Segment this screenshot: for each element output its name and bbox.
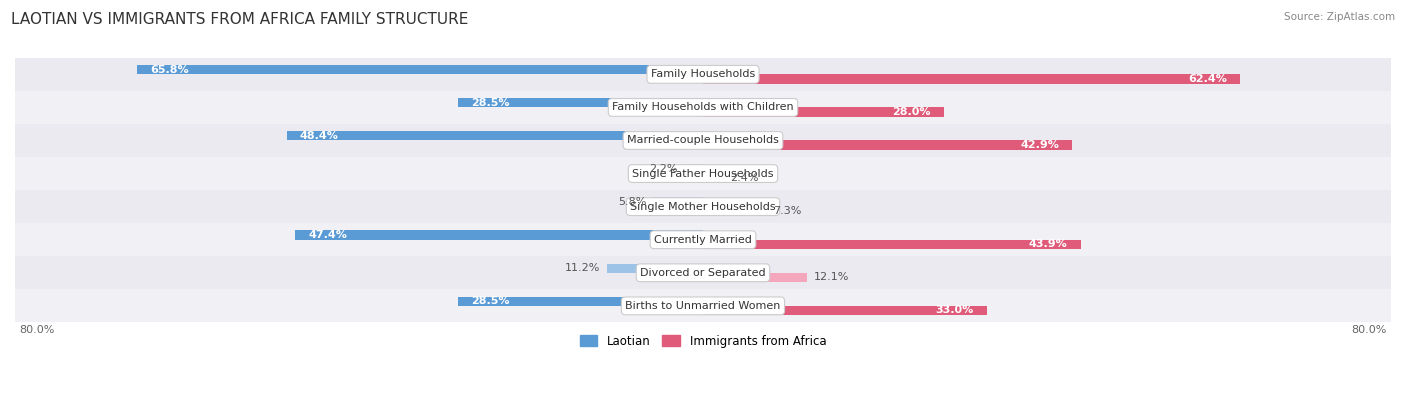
Bar — [703, 107, 943, 117]
Text: 28.5%: 28.5% — [471, 98, 509, 108]
Text: Currently Married: Currently Married — [654, 235, 752, 245]
Text: 2.4%: 2.4% — [731, 173, 759, 183]
Text: Family Households: Family Households — [651, 70, 755, 79]
Text: Married-couple Households: Married-couple Households — [627, 135, 779, 145]
Text: Source: ZipAtlas.com: Source: ZipAtlas.com — [1284, 12, 1395, 22]
Bar — [458, 98, 703, 107]
Text: Single Mother Households: Single Mother Households — [630, 201, 776, 212]
Text: 28.0%: 28.0% — [893, 107, 931, 117]
Bar — [685, 164, 703, 173]
Bar — [15, 289, 1391, 322]
Text: 80.0%: 80.0% — [20, 325, 55, 335]
Text: Family Households with Children: Family Households with Children — [612, 102, 794, 113]
Text: 2.2%: 2.2% — [648, 164, 678, 174]
Bar — [606, 263, 703, 273]
Text: 28.5%: 28.5% — [471, 296, 509, 306]
Text: Divorced or Separated: Divorced or Separated — [640, 268, 766, 278]
Text: 80.0%: 80.0% — [1351, 325, 1386, 335]
Text: 65.8%: 65.8% — [150, 65, 188, 75]
Bar — [703, 74, 1240, 84]
Bar — [703, 173, 724, 183]
Text: 48.4%: 48.4% — [299, 131, 339, 141]
Bar — [703, 306, 987, 315]
Bar — [138, 65, 703, 74]
Bar — [287, 131, 703, 141]
Text: Single Father Households: Single Father Households — [633, 169, 773, 179]
Bar — [15, 223, 1391, 256]
Bar — [703, 273, 807, 282]
Text: 7.3%: 7.3% — [773, 206, 801, 216]
Text: 12.1%: 12.1% — [814, 273, 849, 282]
Bar — [15, 256, 1391, 289]
Bar — [458, 297, 703, 306]
Text: 33.0%: 33.0% — [935, 305, 974, 316]
Bar — [15, 190, 1391, 223]
Text: 47.4%: 47.4% — [308, 230, 347, 240]
Text: 62.4%: 62.4% — [1188, 74, 1227, 84]
Bar — [703, 240, 1081, 249]
Text: 11.2%: 11.2% — [564, 263, 600, 273]
Bar — [295, 230, 703, 240]
Bar — [15, 157, 1391, 190]
Text: LAOTIAN VS IMMIGRANTS FROM AFRICA FAMILY STRUCTURE: LAOTIAN VS IMMIGRANTS FROM AFRICA FAMILY… — [11, 12, 468, 27]
Text: Births to Unmarried Women: Births to Unmarried Women — [626, 301, 780, 311]
Bar — [15, 91, 1391, 124]
Bar — [15, 58, 1391, 91]
Text: 42.9%: 42.9% — [1021, 140, 1059, 150]
Bar — [15, 124, 1391, 157]
Bar — [703, 141, 1071, 150]
Legend: Laotian, Immigrants from Africa: Laotian, Immigrants from Africa — [575, 330, 831, 352]
Bar — [703, 207, 766, 216]
Text: 43.9%: 43.9% — [1029, 239, 1067, 249]
Bar — [654, 198, 703, 207]
Text: 5.8%: 5.8% — [617, 197, 647, 207]
